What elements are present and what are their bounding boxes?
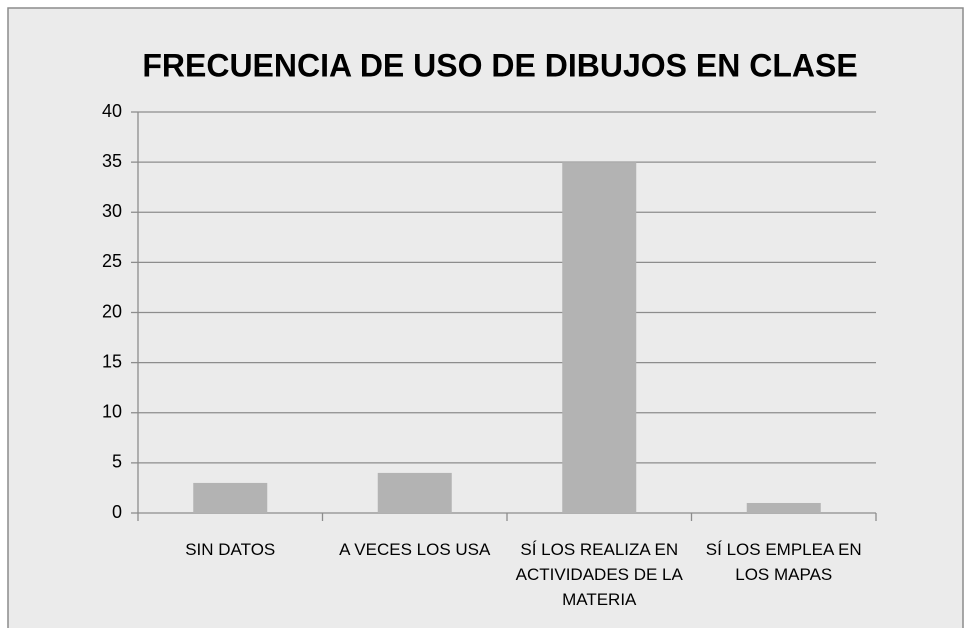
y-tick-label: 5: [112, 452, 122, 472]
y-tick-label: 20: [102, 301, 122, 321]
y-tick-label: 40: [102, 101, 122, 121]
y-tick-label: 0: [112, 502, 122, 522]
bar: [562, 162, 637, 513]
y-tick-label: 10: [102, 402, 122, 422]
y-tick-label: 35: [102, 151, 122, 171]
bar: [193, 482, 268, 513]
bar: [377, 472, 452, 513]
x-tick-label: SIN DATOS: [185, 540, 276, 559]
x-tick-label: A VECES LOS USA: [339, 540, 491, 559]
chart-title: FRECUENCIA DE USO DE DIBUJOS EN CLASE: [142, 47, 857, 83]
x-tick-label: SÍ LOS REALIZA EN ACTIVIDADES DE LA MATE…: [515, 540, 683, 609]
y-tick-label: 30: [102, 201, 122, 221]
x-tick-label: SÍ LOS EMPLEA EN LOS MAPAS: [705, 540, 862, 584]
chart-background: [7, 7, 964, 628]
y-tick-label: 25: [102, 251, 122, 271]
bar: [746, 502, 821, 513]
y-tick-label: 15: [102, 351, 122, 371]
